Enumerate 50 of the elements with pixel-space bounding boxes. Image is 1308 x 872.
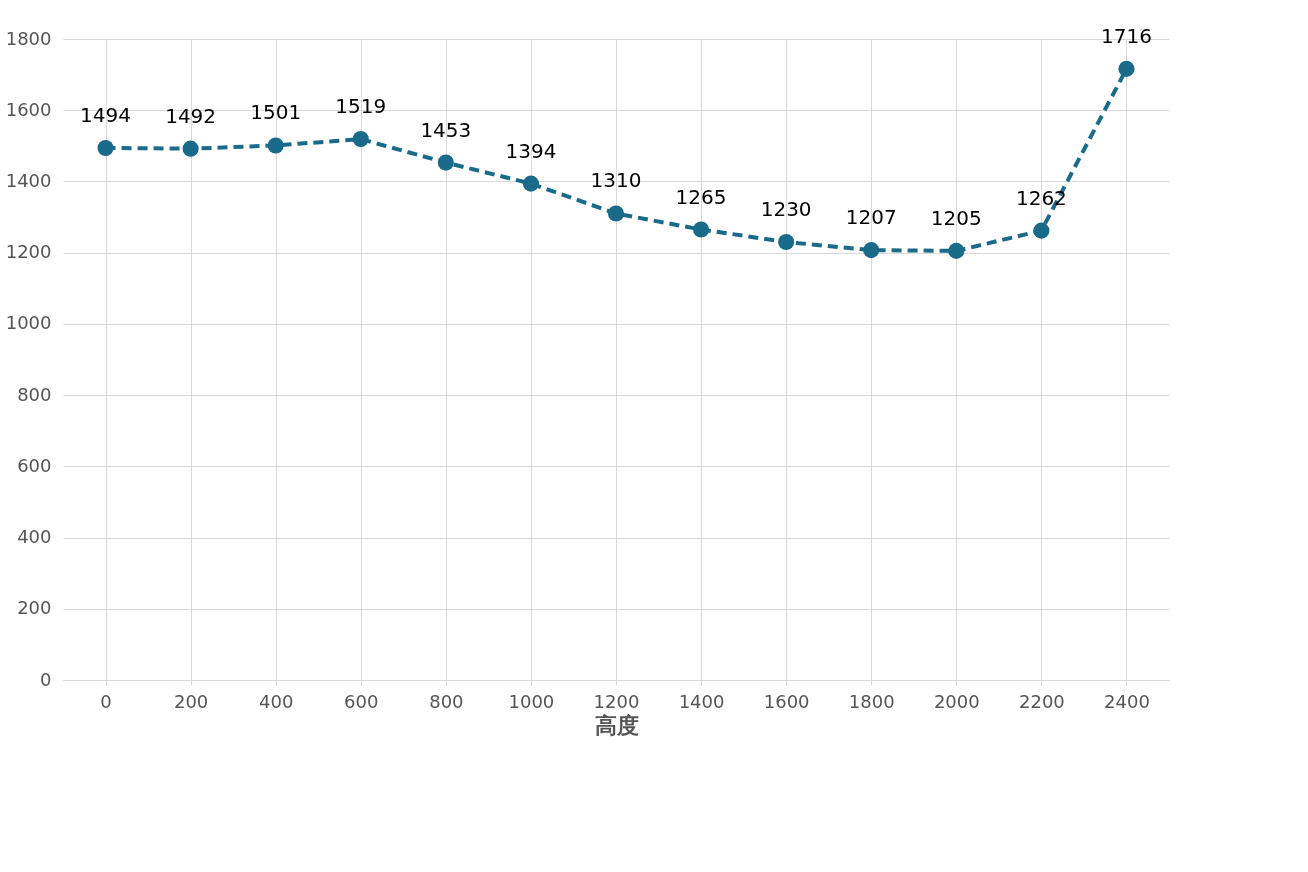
- data-label: 1501: [250, 100, 302, 125]
- y-tick-label: 400: [17, 526, 52, 548]
- y-tick-label: 200: [17, 597, 52, 619]
- x-tick-label: 1400: [678, 690, 725, 712]
- point: [522, 175, 539, 192]
- x-tick-label: 400: [259, 690, 294, 712]
- x-tick-label: 2000: [933, 690, 980, 712]
- x-tick-label: 1200: [593, 690, 640, 712]
- point: [267, 137, 284, 154]
- data-label: 1716: [1101, 23, 1152, 48]
- data-label: 1207: [845, 205, 897, 230]
- point: [778, 233, 795, 251]
- point: [1118, 60, 1135, 77]
- data-label: 1262: [1015, 185, 1067, 210]
- data-label: 1453: [420, 117, 472, 142]
- x-tick-label: 1000: [508, 690, 555, 712]
- point: [693, 221, 710, 238]
- data-label: 1494: [80, 102, 131, 127]
- y-tick-label: 800: [17, 383, 52, 405]
- data-label: 1310: [590, 168, 642, 193]
- point: [1033, 222, 1050, 239]
- y-tick-label: 600: [17, 454, 52, 476]
- data-label: 1492: [165, 103, 217, 128]
- x-axis-title: 高度: [594, 712, 639, 738]
- data-label: 1265: [675, 184, 727, 209]
- x-tick-label: 2400: [1104, 690, 1150, 712]
- point: [607, 205, 625, 222]
- y-tick-label: 1200: [5, 241, 52, 263]
- y-tick-label: 1400: [5, 169, 52, 191]
- point: [863, 242, 880, 259]
- point: [182, 140, 199, 157]
- x-tick-label: 200: [173, 690, 209, 712]
- y-tick-label: 1800: [5, 27, 52, 49]
- x-tick-label: 2200: [1018, 690, 1065, 712]
- x-tick-label: 1800: [848, 690, 895, 712]
- data-label: 1394: [505, 138, 557, 163]
- x-tick-label: 1600: [763, 690, 810, 712]
- x-tick-label: 600: [344, 690, 379, 712]
- point: [948, 242, 965, 259]
- y-tick-label: 1600: [5, 98, 52, 120]
- point: [97, 139, 114, 157]
- point: [437, 154, 454, 171]
- data-label: 1230: [760, 196, 812, 221]
- data-label: 1519: [335, 94, 387, 119]
- data-label: 1205: [930, 205, 982, 230]
- y-tick-label: 0: [40, 668, 52, 690]
- point: [352, 131, 369, 148]
- x-tick-label: 0: [100, 690, 112, 712]
- x-tick-label: 800: [429, 690, 464, 712]
- y-tick-label: 1000: [5, 312, 52, 334]
